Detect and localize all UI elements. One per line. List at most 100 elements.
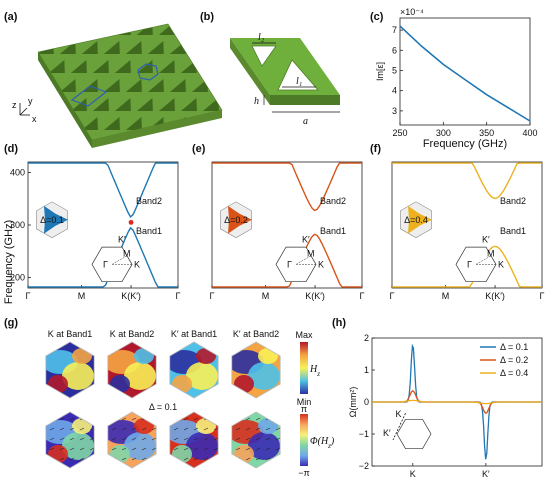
coordinate-axes: z y x bbox=[12, 96, 37, 124]
dirac-point bbox=[128, 219, 134, 225]
hexagon-outline bbox=[45, 411, 95, 469]
dim-h: h bbox=[254, 96, 259, 107]
hexagon-outline bbox=[169, 411, 219, 469]
y-tick-label-c: 3 bbox=[392, 106, 397, 116]
field-arrow bbox=[265, 457, 271, 461]
x-tick-label-c: 400 bbox=[522, 128, 537, 138]
field-arrow bbox=[265, 427, 271, 431]
field-arrow bbox=[121, 447, 127, 451]
bz-dashed-line bbox=[392, 413, 406, 441]
field-arrow bbox=[49, 427, 55, 431]
field-arrow bbox=[245, 427, 251, 431]
field-arrow bbox=[151, 457, 157, 461]
band2-line bbox=[212, 162, 362, 212]
field-arrow bbox=[245, 437, 251, 441]
field-arrow bbox=[79, 427, 85, 431]
field-arrow bbox=[203, 437, 209, 441]
x-tick-label: K(K′) bbox=[305, 291, 325, 301]
x-tick-label: Γ bbox=[210, 291, 215, 301]
field-arrow bbox=[89, 417, 95, 421]
field-arrow bbox=[69, 437, 75, 441]
multiplier-c: ×10⁻⁴ bbox=[400, 7, 424, 17]
legend-label: Δ = 0.4 bbox=[500, 368, 528, 378]
field-arrow bbox=[213, 437, 219, 441]
panel-label-g: (g) bbox=[4, 317, 18, 329]
field-arrow bbox=[183, 437, 189, 441]
hexagon-outline bbox=[169, 341, 219, 399]
metasurface-slab bbox=[37, 23, 223, 148]
bands-ylabel: Frequency (GHz) bbox=[3, 220, 15, 304]
bz-gamma: Γ bbox=[467, 259, 472, 269]
field-map-hz bbox=[45, 341, 95, 399]
x-tick-label: Γ bbox=[360, 291, 365, 301]
field-arrow bbox=[69, 447, 75, 451]
field-arrow bbox=[203, 457, 209, 461]
field-arrow bbox=[275, 417, 281, 421]
axis-y-label: y bbox=[28, 96, 33, 106]
field-arrow bbox=[121, 437, 127, 441]
field-map-phase bbox=[45, 411, 95, 469]
x-tick-label: K(K′) bbox=[485, 291, 505, 301]
field-arrow bbox=[111, 447, 117, 451]
hexagon-outline bbox=[45, 341, 95, 399]
y-tick-label-c: 7 bbox=[392, 25, 397, 35]
band1-label: Band1 bbox=[320, 226, 346, 236]
field-arrow bbox=[213, 417, 219, 421]
cbar-hz-label: Hz bbox=[309, 364, 320, 378]
field-arrow bbox=[141, 457, 147, 461]
field-arrow bbox=[265, 447, 271, 451]
band2-line bbox=[28, 162, 178, 218]
field-arrow bbox=[265, 437, 271, 441]
field-arrow bbox=[111, 427, 117, 431]
y-tick-label: 200 bbox=[10, 273, 25, 283]
field-arrow bbox=[79, 457, 85, 461]
field-arrow bbox=[89, 437, 95, 441]
triangle-hole-l1 bbox=[277, 59, 319, 91]
field-arrow bbox=[183, 457, 189, 461]
bz-m: M bbox=[123, 248, 131, 258]
field-arrow bbox=[89, 457, 95, 461]
field-arrow bbox=[151, 427, 157, 431]
field-arrow bbox=[111, 437, 117, 441]
panel-label-f: (f) bbox=[370, 143, 381, 155]
field-arrow bbox=[69, 427, 75, 431]
field-arrow bbox=[255, 457, 261, 461]
delta-label: Δ=0.1 bbox=[40, 215, 64, 225]
field-arrow bbox=[49, 417, 55, 421]
x-tick-label-h: K bbox=[410, 469, 416, 479]
chart-h: −2 −1 0 1 2 K K′ Ω(mm²) Δ = 0.1 Δ = 0.2 Δ = 0.4 K K′ bbox=[348, 333, 543, 479]
y-tick-label: 300 bbox=[10, 220, 25, 230]
bz-kp: K′ bbox=[302, 234, 310, 244]
field-arrow bbox=[173, 427, 179, 431]
field-arrow bbox=[69, 457, 75, 461]
band2-label: Band2 bbox=[500, 196, 526, 206]
field-arrow bbox=[59, 427, 65, 431]
bz-hexagon-h bbox=[396, 418, 432, 450]
cbar-phase-label: Φ(Hz) bbox=[310, 436, 335, 450]
field-arrow bbox=[245, 417, 251, 421]
field-map-hz bbox=[107, 341, 157, 399]
band2-line bbox=[392, 162, 542, 200]
field-arrow bbox=[203, 427, 209, 431]
bz-gamma: Γ bbox=[103, 259, 108, 269]
field-arrow bbox=[183, 427, 189, 431]
hexagon-outline bbox=[107, 411, 157, 469]
bz-k: K bbox=[498, 259, 504, 269]
cbar-phase-max: π bbox=[301, 404, 307, 414]
field-map-phase bbox=[231, 411, 281, 469]
bz-kp-h: K′ bbox=[383, 428, 391, 438]
cbar-hz-max: Max bbox=[295, 330, 313, 340]
band2-label: Band2 bbox=[320, 196, 346, 206]
bz-m: M bbox=[307, 248, 315, 258]
field-arrow bbox=[275, 437, 281, 441]
field-arrow bbox=[131, 427, 137, 431]
field-map-title: K′ at Band1 bbox=[171, 329, 217, 339]
field-map-title: K at Band1 bbox=[48, 329, 93, 339]
cbar-phase-close: ) bbox=[330, 436, 335, 447]
x-tick-label-c: 250 bbox=[392, 128, 407, 138]
field-arrow bbox=[235, 447, 241, 451]
field-arrow bbox=[151, 437, 157, 441]
